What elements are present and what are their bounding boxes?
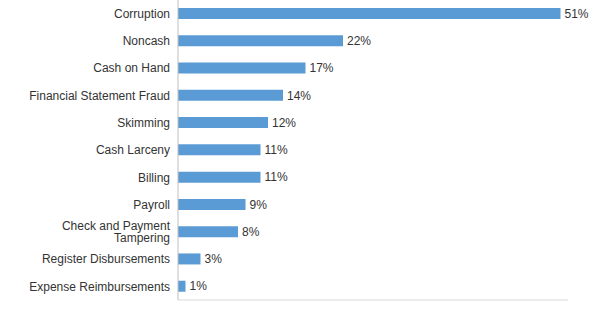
svg-text:9%: 9% [250,198,268,212]
svg-text:11%: 11% [265,170,288,184]
svg-text:8%: 8% [242,225,260,239]
svg-text:Payroll: Payroll [133,198,170,212]
svg-text:11%: 11% [265,143,288,157]
svg-text:12%: 12% [272,116,296,130]
svg-text:Corruption: Corruption [114,7,170,21]
svg-text:Cash on Hand: Cash on Hand [93,61,170,75]
svg-text:Billing: Billing [138,171,170,185]
svg-text:51%: 51% [565,7,589,21]
svg-text:Financial Statement Fraud: Financial Statement Fraud [29,89,170,103]
svg-text:Expense Reimbursements: Expense Reimbursements [29,280,170,294]
svg-text:3%: 3% [205,252,223,266]
svg-text:14%: 14% [287,89,311,103]
svg-text:22%: 22% [347,34,371,48]
svg-text:17%: 17% [310,61,334,75]
svg-text:Check and PaymentTampering: Check and PaymentTampering [62,219,171,245]
svg-text:Register Disbursements: Register Disbursements [42,252,170,266]
svg-text:Noncash: Noncash [123,34,170,48]
svg-text:1%: 1% [190,279,208,293]
svg-text:Cash Larceny: Cash Larceny [96,143,170,157]
svg-text:Skimming: Skimming [117,116,170,130]
